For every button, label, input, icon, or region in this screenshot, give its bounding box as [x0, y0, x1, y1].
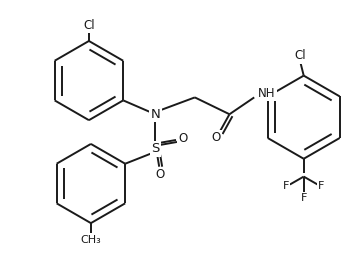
Text: F: F	[301, 193, 307, 203]
Text: F: F	[283, 181, 289, 192]
Text: F: F	[318, 181, 325, 192]
Text: O: O	[156, 168, 165, 181]
Text: N: N	[150, 108, 160, 121]
Text: NH: NH	[258, 87, 276, 100]
Text: S: S	[151, 142, 160, 155]
Text: O: O	[178, 133, 187, 145]
Text: O: O	[211, 132, 220, 144]
Text: Cl: Cl	[294, 49, 306, 62]
Text: Cl: Cl	[83, 19, 95, 32]
Text: CH₃: CH₃	[81, 235, 101, 245]
